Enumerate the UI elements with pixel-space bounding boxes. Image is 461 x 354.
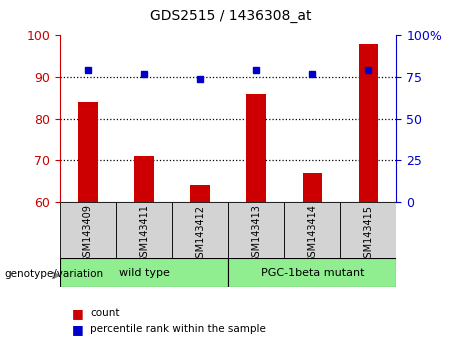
Text: GSM143412: GSM143412 [195, 205, 205, 264]
Text: GSM143409: GSM143409 [83, 205, 93, 263]
Bar [228, 258, 396, 287]
Bar [116, 202, 172, 258]
Bar [60, 258, 228, 287]
Bar [60, 202, 116, 258]
Bar [284, 202, 340, 258]
Text: wild type: wild type [118, 268, 170, 278]
Text: GSM143411: GSM143411 [139, 205, 149, 263]
Bar [302, 173, 322, 202]
Bar [134, 156, 154, 202]
Text: percentile rank within the sample: percentile rank within the sample [90, 324, 266, 334]
Bar [78, 102, 98, 202]
Bar [190, 185, 210, 202]
Bar [247, 93, 266, 202]
Text: ■: ■ [71, 323, 83, 336]
Text: GDS2515 / 1436308_at: GDS2515 / 1436308_at [150, 9, 311, 23]
Text: ■: ■ [71, 307, 83, 320]
Text: GSM143413: GSM143413 [251, 205, 261, 263]
Bar [172, 202, 228, 258]
Text: genotype/variation: genotype/variation [5, 269, 104, 279]
Text: GSM143415: GSM143415 [363, 205, 373, 264]
Text: PGC-1beta mutant: PGC-1beta mutant [260, 268, 364, 278]
Bar [359, 44, 378, 202]
Bar [228, 202, 284, 258]
Bar [340, 202, 396, 258]
Text: GSM143414: GSM143414 [307, 205, 317, 263]
Bar [60, 202, 396, 258]
Text: count: count [90, 308, 119, 318]
